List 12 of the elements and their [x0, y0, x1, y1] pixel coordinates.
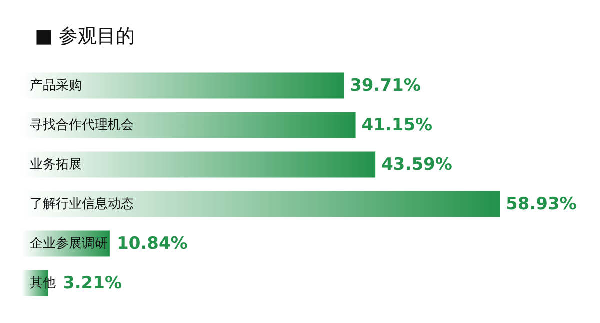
y-tick-label: 业务拓展 — [30, 157, 82, 172]
y-tick-label: 产品采购 — [30, 78, 82, 94]
y-tick-label: 企业参展调研 — [30, 236, 108, 252]
data-label: 58.93% — [506, 194, 577, 214]
y-tick-label: 了解行业信息动态 — [30, 196, 134, 212]
data-label: 43.59% — [382, 154, 452, 175]
chart-title: ■ 参观目的 — [35, 26, 135, 48]
y-tick-label: 寻找合作代理机会 — [30, 118, 134, 133]
data-label: 10.84% — [117, 234, 188, 254]
data-label: 41.15% — [362, 115, 433, 136]
data-label: 39.71% — [350, 76, 421, 96]
data-label: 3.21% — [63, 273, 122, 294]
